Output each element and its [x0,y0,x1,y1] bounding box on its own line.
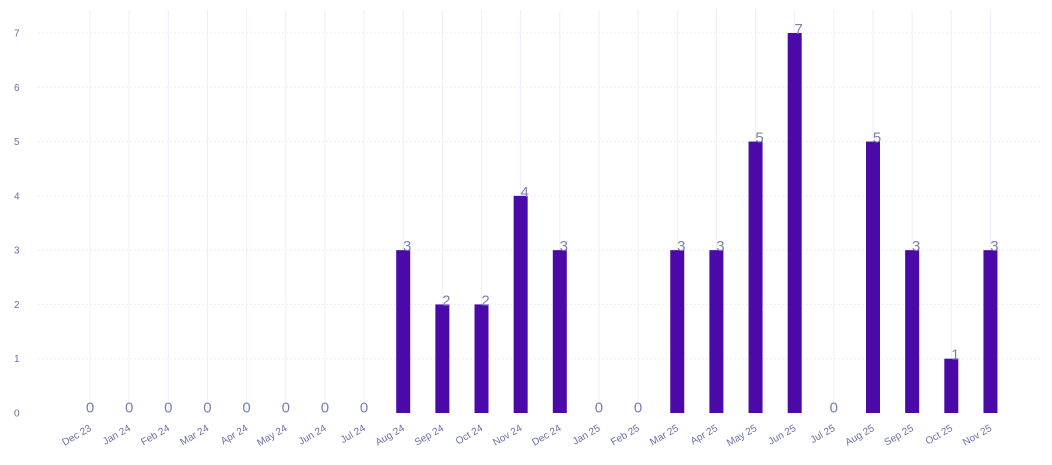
data-label: 2 [481,292,489,309]
bar[interactable] [748,141,763,414]
y-tick-label: 3 [14,246,20,257]
data-label: 0 [595,400,603,417]
bar[interactable] [513,195,528,413]
data-label: 0 [360,400,368,417]
y-tick-label: 2 [14,300,20,311]
bar[interactable] [670,250,685,413]
bar[interactable] [474,304,489,413]
x-tick-label: Jul 24 [339,423,368,446]
data-label: 2 [442,292,450,309]
x-tick-label: Oct 24 [454,423,485,447]
data-label: 0 [86,400,94,417]
data-label: 3 [716,238,724,255]
bar[interactable] [983,250,998,413]
data-label: 7 [795,21,803,38]
y-tick-label: 7 [14,29,20,40]
bars [396,33,998,414]
data-labels: 0 0 0 0 0 0 0 0 3 2 2 4 3 0 0 3 3 5 7 0 5 3 1 3 [86,21,999,417]
data-label: 3 [990,238,998,255]
data-label: 3 [912,238,920,255]
x-tick-label: Sep 24 [413,423,446,449]
x-tick-label: Nov 25 [961,423,994,449]
data-label: 0 [203,400,211,417]
data-label: 0 [164,400,172,417]
y-tick-label: 5 [14,137,20,148]
grid [38,10,1040,413]
y-tick-label: 1 [14,354,20,365]
x-tick-label: Oct 25 [924,423,955,447]
bar[interactable] [552,250,567,413]
bar[interactable] [944,358,959,413]
data-label: 5 [755,130,763,147]
x-tick-label: Jun 25 [767,423,799,448]
bar[interactable] [787,33,802,413]
x-tick-label: Feb 25 [609,423,642,448]
x-tick-label: Feb 24 [139,423,172,448]
x-tick-label: Apr 24 [219,423,250,447]
x-tick-label: Nov 24 [491,423,524,449]
x-tick-label: Jan 25 [571,423,603,448]
data-label: 4 [520,184,528,201]
x-tick-label: Dec 23 [61,423,94,449]
x-axis: Dec 23 Jan 24 Feb 24 Mar 24 Apr 24 May 24 Jun … [61,423,995,449]
y-tick-label: 6 [14,83,20,94]
x-tick-label: Aug 25 [844,423,877,449]
bar[interactable] [866,141,880,414]
x-tick-label: Mar 25 [648,423,681,448]
data-label: 1 [951,347,959,364]
x-tick-label: Jun 24 [297,423,329,448]
x-tick-label: May 24 [255,423,289,449]
data-label: 0 [282,400,290,417]
x-tick-label: Aug 24 [374,423,407,449]
x-tick-label: Mar 24 [178,423,211,448]
bar[interactable] [905,250,920,413]
bar[interactable] [396,250,411,413]
y-tick-label: 4 [14,191,20,202]
x-tick-label: Sep 25 [883,423,916,449]
data-label: 3 [560,238,568,255]
data-label: 0 [242,400,250,417]
data-label: 0 [125,400,133,417]
x-tick-label: Jul 25 [809,423,838,446]
x-tick-label: Jan 24 [101,423,133,448]
data-label: 3 [677,238,685,255]
x-tick-label: May 25 [725,423,759,449]
data-label: 0 [634,400,642,417]
data-label: 0 [830,400,838,417]
data-label: 0 [321,400,329,417]
data-label: 3 [403,238,411,255]
x-tick-label: Apr 25 [689,423,720,447]
y-tick-label: 0 [14,409,20,420]
bar[interactable] [709,250,724,413]
bar[interactable] [435,304,450,413]
x-tick-label: Dec 24 [530,423,563,449]
y-axis: 0 1 2 3 4 5 6 7 [14,29,20,420]
data-label: 5 [873,130,881,147]
